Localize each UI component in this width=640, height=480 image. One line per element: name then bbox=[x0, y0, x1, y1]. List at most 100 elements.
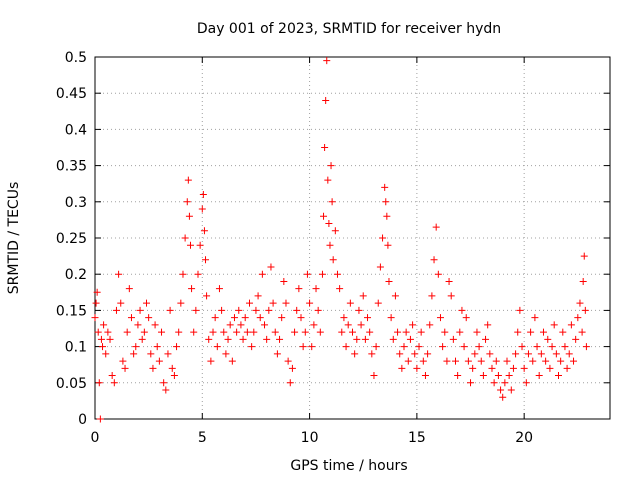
data-point bbox=[382, 198, 390, 206]
data-point bbox=[349, 328, 356, 336]
data-point bbox=[121, 364, 129, 372]
data-point bbox=[276, 335, 284, 343]
data-point bbox=[95, 379, 103, 387]
data-point bbox=[359, 292, 367, 300]
data-point bbox=[184, 176, 192, 184]
data-point bbox=[318, 270, 326, 278]
data-point bbox=[475, 343, 483, 351]
data-point bbox=[452, 357, 459, 365]
data-point bbox=[322, 96, 330, 104]
data-point bbox=[160, 379, 168, 387]
data-point bbox=[190, 328, 198, 336]
data-point bbox=[301, 328, 309, 336]
x-axis: 0 5 10 15 20 bbox=[91, 57, 533, 446]
data-point bbox=[273, 350, 281, 358]
data-point bbox=[286, 379, 294, 387]
data-point bbox=[248, 343, 256, 351]
data-point bbox=[96, 415, 104, 423]
data-point bbox=[104, 328, 112, 336]
data-point bbox=[220, 328, 228, 336]
data-point bbox=[441, 328, 449, 336]
x-tick-label: 10 bbox=[301, 430, 319, 446]
data-point bbox=[239, 335, 247, 343]
data-point bbox=[261, 321, 269, 329]
data-point bbox=[415, 343, 423, 351]
data-point bbox=[469, 364, 477, 372]
data-point bbox=[344, 321, 352, 329]
data-point bbox=[565, 350, 573, 358]
data-point bbox=[209, 328, 217, 336]
data-point bbox=[578, 328, 586, 336]
data-point bbox=[524, 350, 532, 358]
data-point bbox=[570, 357, 578, 365]
data-point bbox=[175, 328, 183, 336]
data-point bbox=[108, 372, 116, 380]
data-point bbox=[507, 386, 515, 394]
data-point bbox=[355, 306, 363, 314]
data-point bbox=[177, 299, 185, 307]
data-point bbox=[102, 350, 110, 358]
data-point bbox=[477, 357, 485, 365]
y-tick-label: 0 bbox=[78, 412, 87, 428]
data-point bbox=[297, 314, 305, 322]
data-point bbox=[413, 364, 421, 372]
data-point bbox=[439, 343, 447, 351]
data-point bbox=[379, 234, 387, 242]
data-point bbox=[140, 328, 148, 336]
data-point bbox=[151, 321, 159, 329]
data-point bbox=[288, 364, 296, 372]
data-point bbox=[436, 314, 444, 322]
data-point bbox=[145, 314, 153, 322]
data-point bbox=[357, 321, 365, 329]
data-point bbox=[542, 357, 550, 365]
data-point bbox=[512, 350, 520, 358]
data-point bbox=[320, 212, 328, 220]
data-point bbox=[188, 285, 196, 293]
y-tick-label: 0.5 bbox=[65, 50, 87, 66]
data-point bbox=[166, 306, 174, 314]
data-point bbox=[383, 212, 391, 220]
data-point bbox=[445, 277, 453, 285]
y-tick-label: 0.25 bbox=[56, 231, 87, 247]
data-point bbox=[396, 350, 404, 358]
data-point bbox=[211, 314, 219, 322]
data-point bbox=[125, 285, 133, 293]
data-point bbox=[548, 343, 556, 351]
y-tick-label: 0.05 bbox=[56, 376, 87, 392]
data-point bbox=[486, 350, 494, 358]
data-point bbox=[316, 328, 324, 336]
data-point bbox=[243, 328, 251, 336]
x-tick-label: 5 bbox=[198, 430, 207, 446]
data-point bbox=[254, 292, 262, 300]
data-point bbox=[404, 357, 412, 365]
data-point bbox=[271, 328, 279, 336]
data-point bbox=[546, 364, 554, 372]
data-point bbox=[559, 328, 567, 336]
data-point bbox=[325, 220, 333, 228]
data-point bbox=[550, 321, 558, 329]
data-point bbox=[170, 372, 178, 380]
data-point bbox=[228, 357, 236, 365]
x-tick-label: 15 bbox=[408, 430, 426, 446]
data-point bbox=[324, 176, 332, 184]
data-point bbox=[192, 306, 200, 314]
data-point bbox=[424, 350, 432, 358]
x-tick-label: 0 bbox=[91, 430, 100, 446]
data-point bbox=[147, 350, 155, 358]
data-point bbox=[557, 357, 565, 365]
data-point bbox=[394, 328, 402, 336]
data-point bbox=[497, 386, 505, 394]
data-point bbox=[94, 328, 102, 336]
data-point bbox=[100, 321, 108, 329]
data-point bbox=[467, 379, 475, 387]
data-point bbox=[537, 350, 545, 358]
data-point bbox=[409, 321, 417, 329]
data-point bbox=[531, 314, 539, 322]
data-point bbox=[97, 335, 105, 343]
data-point bbox=[291, 328, 299, 336]
data-point bbox=[366, 328, 374, 336]
y-axis: 0 0.05 0.1 0.15 0.2 0.25 0.3 0.35 0.4 0.45 0.5 bbox=[56, 50, 610, 428]
data-point bbox=[321, 144, 329, 151]
y-tick-label: 0.45 bbox=[56, 86, 87, 102]
